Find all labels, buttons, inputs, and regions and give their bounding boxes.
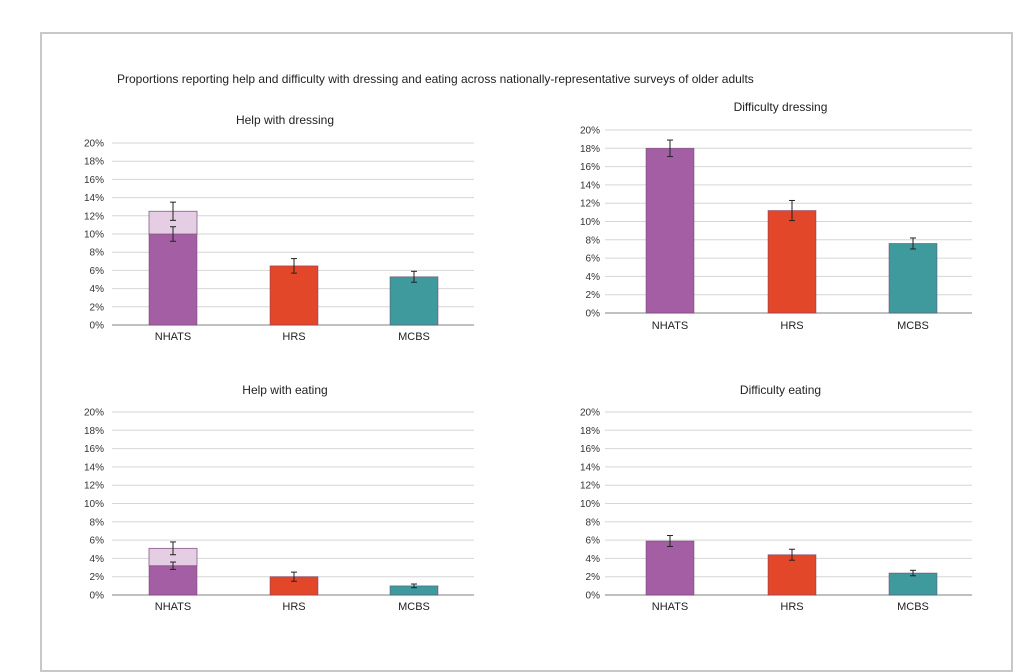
- x-category-label: HRS: [780, 601, 803, 613]
- x-category-label: NHATS: [155, 331, 191, 343]
- y-tick-label: 20%: [84, 408, 104, 419]
- chart-title: Help with eating: [242, 383, 327, 397]
- chart-title: Difficulty eating: [740, 383, 821, 397]
- bar-hrs: [767, 210, 817, 314]
- y-tick-label: 14%: [580, 462, 600, 473]
- x-category-label: MCBS: [897, 320, 929, 332]
- y-tick-label: 6%: [90, 536, 105, 547]
- y-tick-label: 4%: [90, 284, 105, 295]
- figure-frame: [40, 32, 1013, 672]
- y-tick-label: 8%: [586, 517, 601, 528]
- y-tick-label: 4%: [586, 554, 601, 565]
- y-tick-label: 10%: [580, 499, 600, 510]
- y-tick-label: 16%: [580, 444, 600, 455]
- x-category-label: MCBS: [897, 601, 929, 613]
- y-tick-label: 12%: [580, 481, 600, 492]
- y-tick-label: 20%: [580, 408, 600, 419]
- y-tick-label: 4%: [90, 554, 105, 565]
- y-tick-label: 18%: [84, 157, 104, 168]
- y-tick-label: 8%: [90, 517, 105, 528]
- y-tick-label: 8%: [90, 248, 105, 259]
- x-category-label: HRS: [780, 320, 803, 332]
- figure-title: Proportions reporting help and difficult…: [117, 72, 754, 86]
- x-category-label: MCBS: [398, 331, 430, 343]
- y-tick-label: 14%: [580, 180, 600, 191]
- y-tick-label: 6%: [586, 536, 601, 547]
- y-tick-label: 0%: [90, 591, 105, 602]
- bar-mcbs: [389, 276, 439, 326]
- bar-nhats: [645, 540, 695, 596]
- x-category-label: HRS: [282, 601, 305, 613]
- y-tick-label: 10%: [580, 217, 600, 228]
- y-tick-label: 6%: [586, 254, 601, 265]
- y-tick-label: 4%: [586, 272, 601, 283]
- y-tick-label: 16%: [84, 444, 104, 455]
- y-tick-label: 16%: [580, 162, 600, 173]
- bar-nhats: [148, 233, 198, 326]
- y-tick-label: 14%: [84, 462, 104, 473]
- y-tick-label: 0%: [586, 591, 601, 602]
- x-category-label: NHATS: [652, 320, 688, 332]
- bar-mcbs: [888, 243, 938, 314]
- y-tick-label: 20%: [84, 139, 104, 150]
- bar-mcbs: [888, 572, 938, 596]
- y-tick-label: 18%: [84, 426, 104, 437]
- y-tick-label: 16%: [84, 175, 104, 186]
- bar-nhats: [148, 565, 198, 596]
- y-tick-label: 6%: [90, 266, 105, 277]
- y-tick-label: 10%: [84, 499, 104, 510]
- y-tick-label: 18%: [580, 426, 600, 437]
- y-tick-label: 2%: [586, 290, 601, 301]
- y-tick-label: 0%: [586, 309, 601, 320]
- y-tick-label: 12%: [84, 481, 104, 492]
- y-tick-label: 10%: [84, 230, 104, 241]
- x-category-label: MCBS: [398, 601, 430, 613]
- bar-hrs: [767, 554, 817, 596]
- y-tick-label: 20%: [580, 126, 600, 137]
- bar-nhats: [645, 147, 695, 314]
- y-tick-label: 18%: [580, 144, 600, 155]
- y-tick-label: 12%: [84, 211, 104, 222]
- chart-title: Difficulty dressing: [734, 100, 828, 114]
- y-tick-label: 2%: [586, 572, 601, 583]
- x-category-label: HRS: [282, 331, 305, 343]
- y-tick-label: 0%: [90, 321, 105, 332]
- y-tick-label: 14%: [84, 193, 104, 204]
- y-tick-label: 2%: [90, 302, 105, 313]
- bar-hrs: [269, 265, 319, 326]
- chart-title: Help with dressing: [236, 113, 334, 127]
- y-tick-label: 2%: [90, 572, 105, 583]
- charts-canvas: Help with dressing 0% 2% 4% 6% 8% 10% 12% 14% 16%…: [84, 100, 972, 613]
- x-category-label: NHATS: [652, 601, 688, 613]
- x-category-label: NHATS: [155, 601, 191, 613]
- y-tick-label: 8%: [586, 235, 601, 246]
- y-tick-label: 12%: [580, 199, 600, 210]
